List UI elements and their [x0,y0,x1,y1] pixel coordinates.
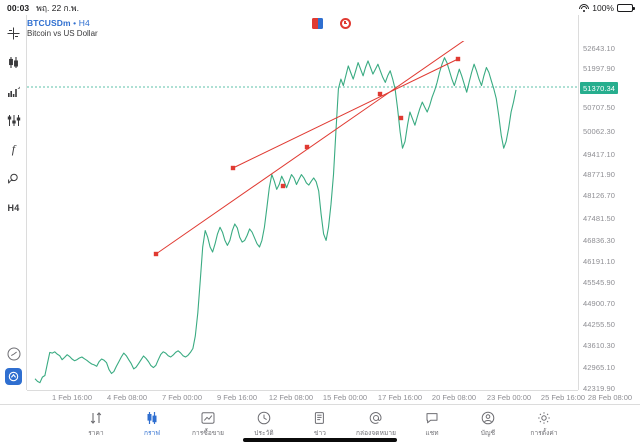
time-axis-label: 17 Feb 16:00 [377,393,423,402]
upper-trendline[interactable] [232,58,459,169]
home-indicator [243,438,397,442]
price-axis-label: 43610.30 [583,341,616,350]
nav-quotes[interactable]: ราคา [68,409,124,438]
price-axis-label: 44255.50 [583,320,616,329]
nav-trade[interactable]: การซื้อขาย [180,409,236,438]
economic-calendar-marker[interactable] [340,18,351,29]
status-bar-left: 00:03 พฤ. 22 ก.พ. [7,1,79,15]
nav-history[interactable]: ประวัติ [236,409,292,438]
user-circle-icon [481,409,495,426]
symbol-timeframe: H4 [78,18,90,28]
time-axis-label: 7 Feb 00:00 [161,393,203,402]
price-axis-label: 44900.70 [583,299,616,308]
arrows-updown-icon [89,409,103,426]
candlestick-chart-icon[interactable] [0,48,27,77]
nav-chat-label: แชท [425,430,439,437]
lower-trendline[interactable] [155,41,488,255]
price-axis[interactable]: 52643.10 51997.90 50707.50 50062.30 49417.10… [578,15,640,393]
trendline-anchor-point[interactable] [304,144,310,150]
symbol-title-row: BTCUSDm • H4 [27,18,98,28]
battery-percent-label: 100% [592,2,614,13]
gear-icon [537,409,551,426]
status-date: พฤ. 22 ก.พ. [36,2,80,13]
indicators-icon[interactable] [0,106,27,135]
current-price-tag[interactable]: 51370.34 [580,82,619,94]
nav-news-label: ข่าว [313,430,327,437]
nav-trade-label: การซื้อขาย [191,430,225,437]
status-time: 00:03 [7,2,30,13]
nav-mailbox-label: กล่องจดหมาย [355,430,397,437]
symbol-name: BTCUSDm [27,18,71,28]
status-bar-right: 100% [579,2,635,13]
news-document-icon [313,409,327,426]
time-axis-label: 23 Feb 00:00 [486,393,532,402]
left-toolbar: f H4 [0,15,27,390]
trendline-anchor-point[interactable] [230,165,236,171]
price-axis-label: 46836.30 [583,236,616,245]
history-clock-icon[interactable] [0,339,27,368]
bottom-navigation: ราคา กราฟ การซื้อขาย [0,404,640,447]
nav-history-label: ประวัติ [254,430,274,437]
chart-canvas[interactable] [27,41,578,390]
time-axis-label: 20 Feb 08:00 [431,393,477,402]
price-axis-label: 47481.50 [583,214,616,223]
price-axis-label: 48771.90 [583,170,616,179]
nav-mailbox[interactable]: กล่องจดหมาย [348,409,404,438]
time-axis-label: 25 Feb 16:00 [540,393,586,402]
time-axis-label: 4 Feb 08:00 [106,393,148,402]
history-clock-icon [257,409,271,426]
nav-charts-label: กราฟ [143,430,161,437]
nav-quotes-label: ราคา [88,430,104,437]
nav-accounts[interactable]: บัญชี [460,409,516,438]
time-axis-label: 15 Feb 00:00 [322,393,368,402]
function-icon[interactable]: f [11,142,16,156]
nav-charts[interactable]: กราฟ [124,409,180,438]
price-axis-label: 46191.10 [583,257,616,266]
price-axis-label: 50062.30 [583,127,616,136]
time-axis: 1 Feb 16:00 4 Feb 08:00 7 Feb 00:00 9 Feb 1… [27,390,632,404]
price-axis-label: 51997.90 [583,64,616,73]
symbol-separator: • [73,18,77,28]
bar-chart-icon[interactable] [0,77,27,106]
timeframe-button[interactable]: H4 [7,202,20,213]
nav-chat[interactable]: แชท [404,409,460,438]
price-axis-label: 42319.90 [583,384,616,393]
new-order-icon[interactable] [5,368,22,385]
price-axis-label: 50707.50 [583,103,616,112]
nav-settings[interactable]: การตั้งค่า [516,409,572,438]
symbol-header[interactable]: BTCUSDm • H4 Bitcoin vs US Dollar [27,15,98,41]
trendline-anchor-point[interactable] [153,251,159,257]
trendline-anchor-point[interactable] [455,56,461,62]
trade-chart-icon [201,409,215,426]
price-axis-label: 52643.10 [583,44,616,53]
nav-accounts-label: บัญชี [480,430,496,437]
price-axis-label: 42965.10 [583,363,616,372]
price-axis-label: 48126.70 [583,191,616,200]
trendline-anchor-point[interactable] [280,183,286,189]
crosshair-icon[interactable] [0,19,27,48]
trendline-anchor-point[interactable] [398,115,404,121]
chat-bubble-icon [425,409,439,426]
status-bar: 00:03 พฤ. 22 ก.พ. 100% [0,0,640,15]
price-axis-label: 45545.90 [583,278,616,287]
at-sign-icon [369,409,383,426]
time-axis-label: 1 Feb 16:00 [51,393,93,402]
time-axis-label: 28 Feb 08:00 [587,393,633,402]
symbol-description: Bitcoin vs US Dollar [27,29,98,38]
left-toolbar-bottom [0,339,27,390]
time-axis-label: 12 Feb 08:00 [268,393,314,402]
nav-news[interactable]: ข่าว [292,409,348,438]
nav-settings-label: การตั้งค่า [530,430,558,437]
time-axis-label: 9 Feb 16:00 [216,393,258,402]
objects-icon[interactable] [0,164,27,193]
trendline-anchor-point[interactable] [377,91,383,97]
price-line [34,57,517,384]
price-axis-label: 49417.10 [583,150,616,159]
wifi-icon [579,4,590,12]
news-flag-marker[interactable] [312,18,323,29]
battery-icon [617,3,635,12]
candlestick-icon [145,409,159,426]
price-chart[interactable] [27,41,578,390]
